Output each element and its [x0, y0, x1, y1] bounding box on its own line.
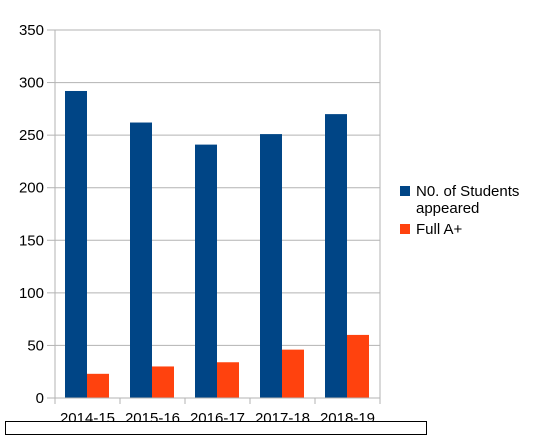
bar-full-a-plus-2015-16 [152, 366, 174, 398]
legend-swatch-full-a-plus [400, 224, 410, 234]
bar-full-a-plus-2016-17 [217, 362, 239, 398]
y-tick-label: 300 [19, 75, 44, 92]
legend-swatch-students-appeared [400, 186, 410, 196]
y-tick-label: 50 [27, 337, 44, 354]
overlay-box [5, 421, 427, 435]
gridlines [47, 29, 380, 399]
y-axis-ticks: 0 50 100 150 200 250 300 350 [19, 22, 44, 407]
bar-students-appeared-2015-16 [130, 122, 152, 399]
legend-label-full-a-plus: Full A+ [416, 221, 463, 238]
legend-label-students-appeared: appeared [416, 200, 479, 217]
y-tick-label: 250 [19, 127, 44, 144]
bar-students-appeared-2016-17 [195, 144, 217, 398]
bar-students-appeared-2018-19 [325, 114, 347, 398]
bar-students-appeared-2014-15 [65, 90, 87, 399]
y-tick-label: 200 [19, 180, 44, 197]
y-tick-label: 350 [19, 22, 44, 39]
bars [65, 90, 369, 399]
bar-full-a-plus-2018-19 [347, 334, 369, 398]
bar-students-appeared-2017-18 [260, 134, 282, 398]
legend-label-students-appeared: N0. of Students [416, 183, 519, 200]
bar-full-a-plus-2014-15 [87, 373, 109, 398]
y-tick-label: 150 [19, 232, 44, 249]
bar-full-a-plus-2017-18 [282, 349, 304, 398]
plot-frame [54, 30, 381, 404]
y-tick-label: 0 [36, 390, 44, 407]
y-tick-label: 100 [19, 285, 44, 302]
